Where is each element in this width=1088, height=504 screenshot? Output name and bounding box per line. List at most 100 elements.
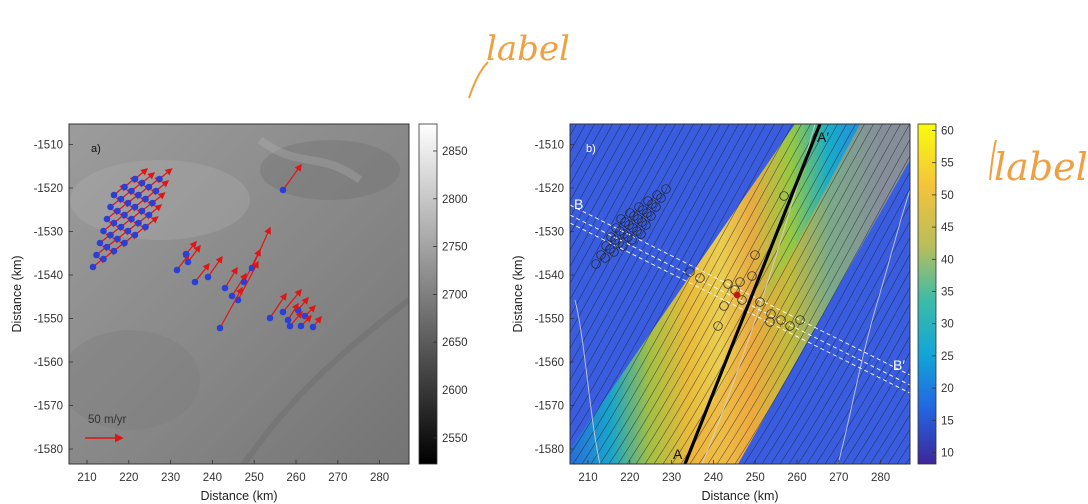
x-tick-label: 230 [161, 472, 180, 484]
contour-line [806, 286, 910, 464]
handwritten-text-top: label [486, 29, 570, 69]
contour-line [680, 124, 874, 464]
colorbar-tick-label: 60 [941, 126, 954, 138]
contour-line [570, 124, 622, 219]
contour-line [869, 398, 910, 464]
gps-station [100, 227, 107, 235]
profile-label-b-prime: B′ [893, 357, 905, 373]
panel-a-x-label: Distance (km) [200, 489, 277, 503]
gps-station [297, 322, 305, 330]
contour-line [570, 124, 685, 334]
contour-line [887, 428, 910, 464]
gps-station [121, 239, 128, 247]
contour-line [570, 124, 658, 285]
station-marker [735, 277, 745, 287]
panel-a-x-ticks: 210 220 230 240 250 260 270 280 [77, 460, 389, 484]
contour-line [743, 171, 910, 464]
x-tick-label: 280 [871, 472, 890, 484]
gps-station [128, 187, 135, 195]
colorbar-tick-label: 40 [941, 254, 954, 266]
station-marker [606, 232, 616, 242]
gps-station [216, 324, 224, 332]
panel-a-y-ticks: -1510 -1520 -1530 -1540 -1550 -1560 -1570 -1580 [34, 140, 73, 456]
x-tick-label: 210 [578, 472, 597, 484]
y-tick-label: -1570 [535, 401, 564, 413]
colorbar-tick-label: 55 [941, 158, 954, 170]
station-marker [765, 317, 775, 327]
colorbar-tick-label: 25 [941, 351, 954, 363]
gps-station [173, 266, 181, 274]
contour-line [698, 124, 892, 464]
gps-station [110, 219, 118, 227]
panel-a-scale-label: 50 m/yr [88, 414, 127, 426]
y-tick-label: -1580 [34, 444, 63, 456]
station-marker [723, 279, 733, 289]
station-marker [625, 208, 635, 218]
gps-station [117, 223, 125, 231]
station-marker [591, 259, 601, 269]
panel-b-colorbar [917, 123, 937, 465]
gps-station [114, 207, 121, 215]
contour-line [570, 124, 757, 456]
contour-line [824, 319, 910, 464]
gps-station [221, 284, 229, 292]
gps-station [145, 183, 153, 191]
x-tick-label: 270 [328, 472, 347, 484]
x-tick-label: 230 [662, 472, 681, 484]
velocity-vector [194, 262, 210, 283]
gps-station [184, 258, 192, 266]
contour-line [689, 124, 883, 464]
velocity-vector [231, 272, 247, 297]
contour-line [707, 124, 901, 464]
gps-station [145, 211, 153, 219]
contour-line [570, 124, 721, 397]
contour-line [581, 124, 775, 464]
colorbar-tick-label: 45 [941, 222, 954, 234]
y-tick-label: -1550 [34, 314, 63, 326]
x-tick-label: 250 [245, 472, 264, 484]
contour-line [770, 220, 910, 464]
station-marker [652, 190, 662, 200]
panel-a-colorbar-ticks: 2850 2800 2750 2700 2650 2600 2550 [433, 146, 468, 445]
panel-b-x-label: Distance (km) [701, 489, 778, 503]
gps-station [100, 255, 107, 263]
gps-station [142, 223, 149, 231]
station-marker [661, 184, 671, 194]
y-tick-label: -1580 [535, 444, 564, 456]
panel-b-x-ticks: 210 220 230 240 250 260 270 280 [578, 460, 890, 484]
panel-b-center-point [733, 291, 741, 299]
gps-station [240, 278, 248, 286]
colorbar-tick-label: 20 [941, 383, 954, 395]
colorbar-tick-label: 2750 [442, 242, 468, 254]
panel-b-y-label: Distance (km) [511, 255, 525, 332]
gps-station [96, 239, 104, 247]
x-tick-label: 240 [704, 472, 723, 484]
colorbar-tick-label: 30 [941, 319, 954, 331]
contour-line [570, 124, 649, 268]
velocity-vector [219, 286, 243, 329]
colorbar-tick-label: 2600 [442, 385, 468, 397]
y-tick-label: -1530 [535, 227, 564, 239]
x-tick-label: 260 [787, 472, 806, 484]
y-tick-label: -1540 [535, 270, 564, 282]
station-marker [695, 273, 705, 283]
velocity-vector [207, 255, 223, 278]
y-tick-label: -1530 [34, 227, 63, 239]
station-marker [643, 196, 653, 206]
panel-b-speed-map [570, 124, 910, 464]
handwritten-label-right: label [989, 139, 1088, 189]
y-tick-label: -1570 [34, 401, 63, 413]
colorbar-tick-label: 35 [941, 287, 954, 299]
gps-station [228, 292, 236, 300]
contour-line [572, 124, 766, 464]
gps-station [284, 316, 292, 324]
y-tick-label: -1520 [34, 183, 63, 195]
contour-line [570, 124, 631, 235]
contour-line [788, 253, 910, 464]
gps-station [131, 175, 139, 183]
velocity-vector [269, 292, 287, 319]
contour-line [671, 124, 865, 464]
colorbar-tick-label: 10 [941, 448, 954, 460]
station-marker [750, 250, 760, 260]
